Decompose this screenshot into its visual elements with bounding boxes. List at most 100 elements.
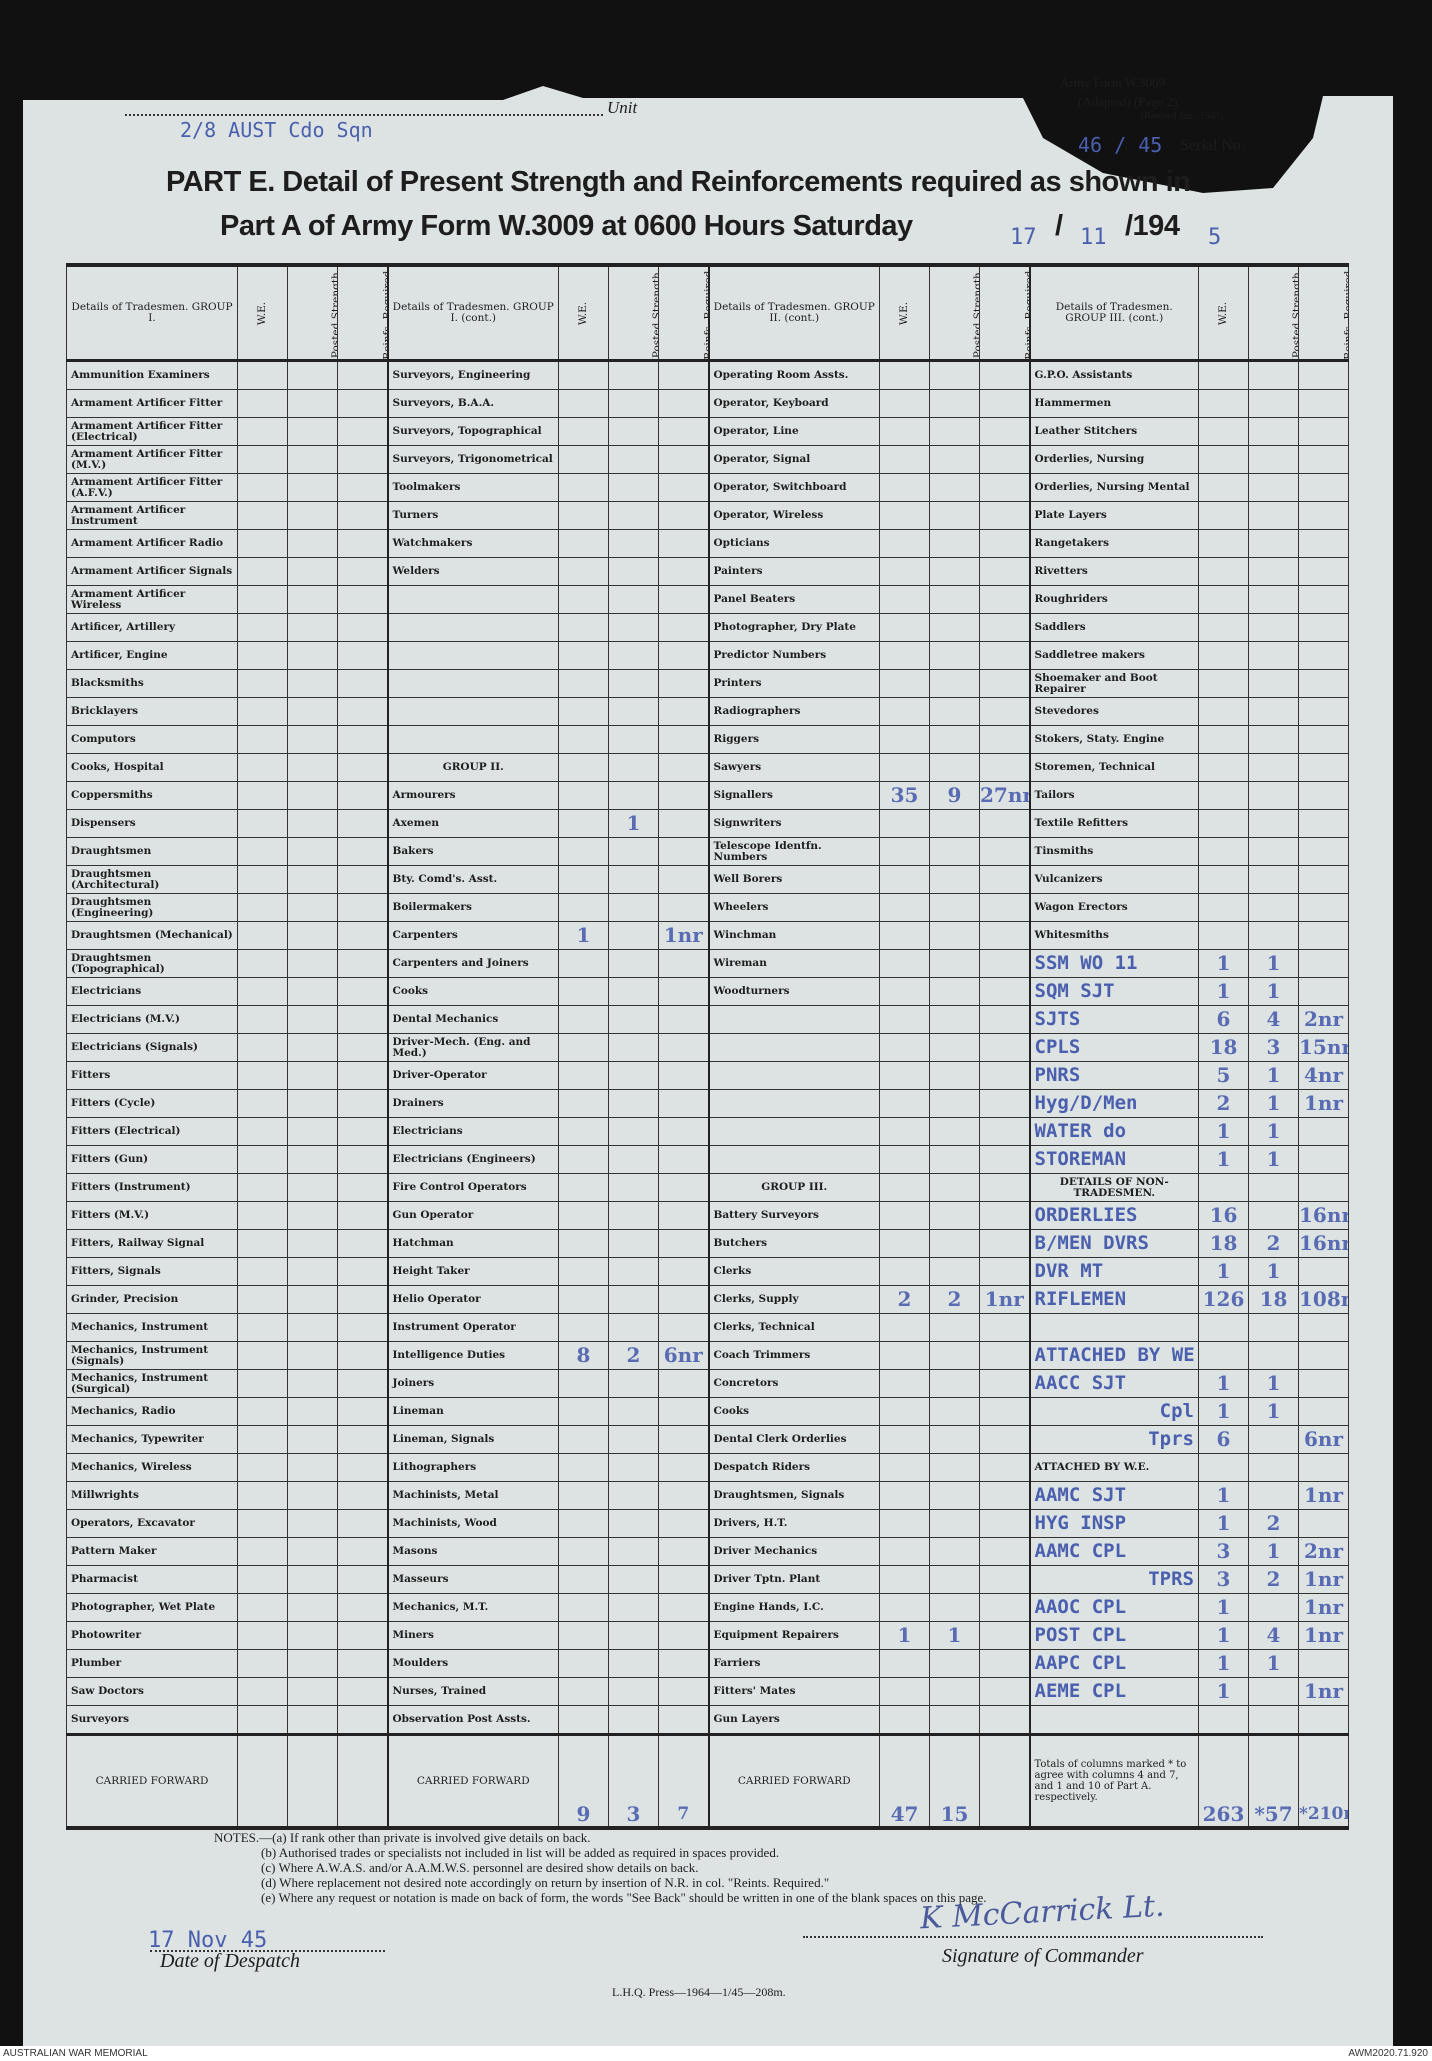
we-value	[237, 1677, 288, 1706]
strength-table: Details of Tradesmen. GROUP I. W.E. Posted…	[66, 263, 1349, 1830]
trade-label: Printers	[707, 669, 880, 698]
posted-value	[287, 473, 338, 502]
we-value	[237, 585, 288, 614]
we-value	[237, 613, 288, 642]
posted-value	[929, 585, 980, 614]
posted-value	[287, 921, 338, 950]
we-value	[237, 1621, 288, 1650]
reinfs-value: 6nr	[658, 1341, 709, 1370]
we-value	[558, 697, 609, 726]
trade-label: Computors	[66, 725, 238, 754]
trade-label: G.P.O. Assistants	[1028, 360, 1199, 390]
trade-label: Radiographers	[707, 697, 880, 726]
posted-value	[608, 445, 659, 474]
trade-label: Boilermakers	[386, 893, 559, 922]
posted-value	[287, 697, 338, 726]
posted-value	[1248, 641, 1299, 670]
posted-value	[608, 1677, 659, 1706]
posted-value	[929, 865, 980, 894]
reinfs-value	[658, 725, 709, 754]
trade-label: Fitters, Signals	[66, 1257, 238, 1286]
reinfs-value: 4nr	[1298, 1061, 1349, 1090]
posted-value	[608, 1481, 659, 1510]
we-value: 1	[1198, 1649, 1249, 1678]
reinfs-value	[337, 781, 388, 810]
posted-value: 1	[1248, 1257, 1299, 1286]
we-value	[1198, 697, 1249, 726]
trade-label: Hyg/D/Men	[1028, 1089, 1199, 1118]
posted-value	[929, 1257, 980, 1286]
reinfs-value	[337, 445, 388, 474]
we-value	[879, 1677, 930, 1706]
trade-label: Hatchman	[386, 1229, 559, 1258]
reinfs-value	[1298, 725, 1349, 754]
trade-label: Fire Control Operators	[386, 1173, 559, 1202]
trade-label: Fitters (Electrical)	[66, 1117, 238, 1146]
trade-label: Orderlies, Nursing Mental	[1028, 473, 1199, 502]
we-value	[237, 1117, 288, 1146]
we-value	[879, 1537, 930, 1566]
we-total: 263	[1198, 1733, 1249, 1829]
reinfs-header-text: Reinfs. Required.	[1342, 266, 1349, 360]
date-year-prefix: /194	[1125, 210, 1180, 242]
reinfs-value	[658, 1397, 709, 1426]
date-month: 11	[1080, 225, 1107, 250]
we-value: 16	[1198, 1201, 1249, 1230]
we-value	[558, 1593, 609, 1622]
we-value	[237, 1033, 288, 1062]
trade-label: SJTS	[1028, 1005, 1199, 1034]
we-value	[879, 360, 930, 390]
trade-label: Operator, Line	[707, 417, 880, 446]
trade-label: Operator, Switchboard	[707, 473, 880, 502]
posted-value: 2	[1248, 1565, 1299, 1594]
we-value	[237, 1565, 288, 1594]
posted-value	[608, 1201, 659, 1230]
table-row: Surveyors Observation Post Assts. Gun Laye…	[66, 1705, 1349, 1735]
posted-value	[287, 837, 338, 866]
reinfs-value	[658, 360, 709, 390]
trade-label: Riggers	[707, 725, 880, 754]
posted-value	[287, 641, 338, 670]
reinfs-value	[337, 1453, 388, 1482]
trade-label: Mechanics, Instrument	[66, 1313, 238, 1342]
we-value	[558, 389, 609, 418]
posted-value	[287, 1285, 338, 1314]
we-value	[237, 865, 288, 894]
reinfs-value	[658, 1481, 709, 1510]
table-row: Armament Artificer Fitter (M.V.) Surveyor…	[66, 445, 1349, 474]
we-value	[558, 1033, 609, 1062]
reinfs-value	[658, 1089, 709, 1118]
trade-label: Armament Artificer Wireless	[66, 585, 238, 614]
we-value	[879, 1453, 930, 1482]
we-value	[237, 529, 288, 558]
we-value: 1	[1198, 949, 1249, 978]
we-value	[879, 725, 930, 754]
reinfs-value	[1298, 1117, 1349, 1146]
trade-label: Engine Hands, I.C.	[707, 1593, 880, 1622]
reinfs-value	[337, 1173, 388, 1202]
trade-label: Dispensers	[66, 809, 238, 838]
trade-label: AAMC CPL	[1028, 1537, 1199, 1566]
posted-value	[287, 1313, 338, 1342]
archive-footer: AUSTRALIAN WAR MEMORIAL AWM2020.71.920	[0, 2046, 1432, 2061]
we-value	[237, 1285, 288, 1314]
reinfs-value	[979, 445, 1030, 474]
trade-label: Winchman	[707, 921, 880, 950]
trade-label: SSM WO 11	[1028, 949, 1199, 978]
table-row: Armament Artificer Fitter (Electrical) Su…	[66, 417, 1349, 446]
reinfs-value	[1298, 473, 1349, 502]
we-value	[558, 557, 609, 586]
reinfs-value: 1nr	[1298, 1677, 1349, 1706]
we-value: 35	[879, 781, 930, 810]
trade-label: Shoemaker and Boot Repairer	[1028, 669, 1199, 698]
reinfs-value	[337, 725, 388, 754]
we-value	[237, 1481, 288, 1510]
posted-value: 4	[1248, 1005, 1299, 1034]
posted-value	[287, 389, 338, 418]
reinfs-value	[337, 669, 388, 698]
we-value	[558, 1705, 609, 1735]
posted-value: 2	[608, 1341, 659, 1370]
reinfs-value	[337, 837, 388, 866]
reinfs-value	[658, 669, 709, 698]
we-value	[237, 1509, 288, 1538]
